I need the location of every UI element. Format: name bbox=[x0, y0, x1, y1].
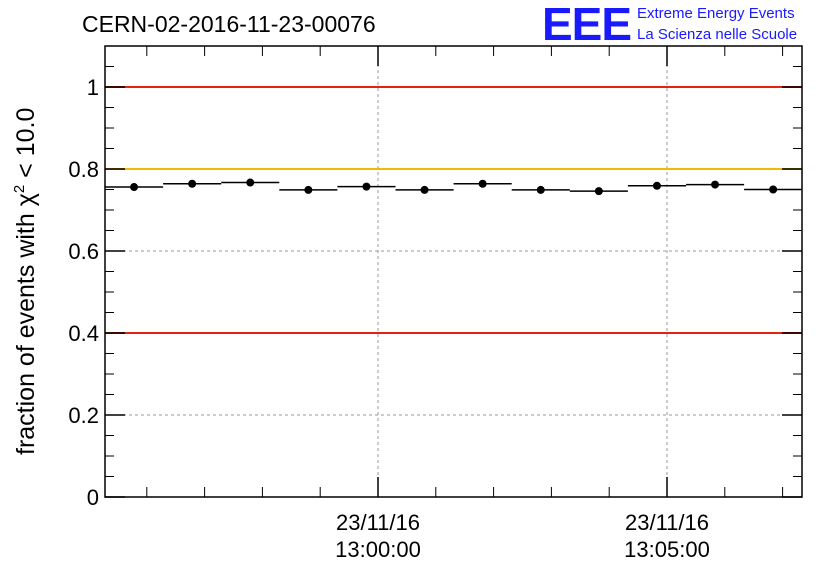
y-tick-labels: 0 0.2 0.4 0.6 0.8 1 bbox=[68, 75, 99, 510]
data-point bbox=[652, 181, 661, 190]
chart-title: CERN-02-2016-11-23-00076 bbox=[82, 11, 376, 37]
axis-ticks bbox=[105, 46, 802, 498]
y-tick-label: 0.8 bbox=[68, 157, 99, 182]
data-point bbox=[711, 180, 720, 189]
x-tick-labels: 23/11/16 13:00:00 23/11/16 13:05:00 bbox=[335, 510, 710, 562]
eee-logo: EEE Extreme Energy Events La Scienza nel… bbox=[542, 0, 797, 50]
data-points bbox=[105, 178, 803, 196]
plot-frame bbox=[104, 45, 803, 498]
y-tick-label: 1 bbox=[87, 75, 99, 100]
y-tick-label: 0.2 bbox=[68, 403, 99, 428]
data-point bbox=[362, 182, 371, 191]
y-axis-label: fraction of events with χ2 < 10.0 bbox=[11, 108, 40, 455]
data-point bbox=[769, 185, 778, 194]
data-point bbox=[130, 183, 139, 192]
data-point bbox=[594, 187, 603, 196]
data-point bbox=[478, 179, 487, 188]
y-tick-label: 0.6 bbox=[68, 239, 99, 264]
grid bbox=[105, 46, 802, 497]
x-tick-label-time: 13:05:00 bbox=[624, 537, 710, 562]
y-tick-label: 0.4 bbox=[68, 321, 99, 346]
x-tick-label-date: 23/11/16 bbox=[336, 510, 420, 535]
y-axis-label-superscript: 2 bbox=[11, 185, 28, 193]
y-tick-label: 0 bbox=[87, 485, 99, 510]
logo-line2: La Scienza nelle Scuole bbox=[637, 26, 797, 43]
y-axis-label-main: fraction of events with χ bbox=[12, 193, 40, 455]
data-point bbox=[304, 185, 313, 194]
logo-mark: EEE bbox=[542, 0, 631, 50]
reference-lines bbox=[105, 86, 802, 334]
y-axis-label-tail: < 10.0 bbox=[12, 108, 40, 185]
x-tick-label-time: 13:00:00 bbox=[335, 537, 421, 562]
logo-line1: Extreme Energy Events bbox=[637, 5, 795, 22]
data-point bbox=[420, 185, 429, 194]
data-point bbox=[536, 185, 545, 194]
data-point bbox=[188, 179, 197, 188]
data-point bbox=[246, 178, 255, 187]
x-tick-label-date: 23/11/16 bbox=[625, 510, 709, 535]
